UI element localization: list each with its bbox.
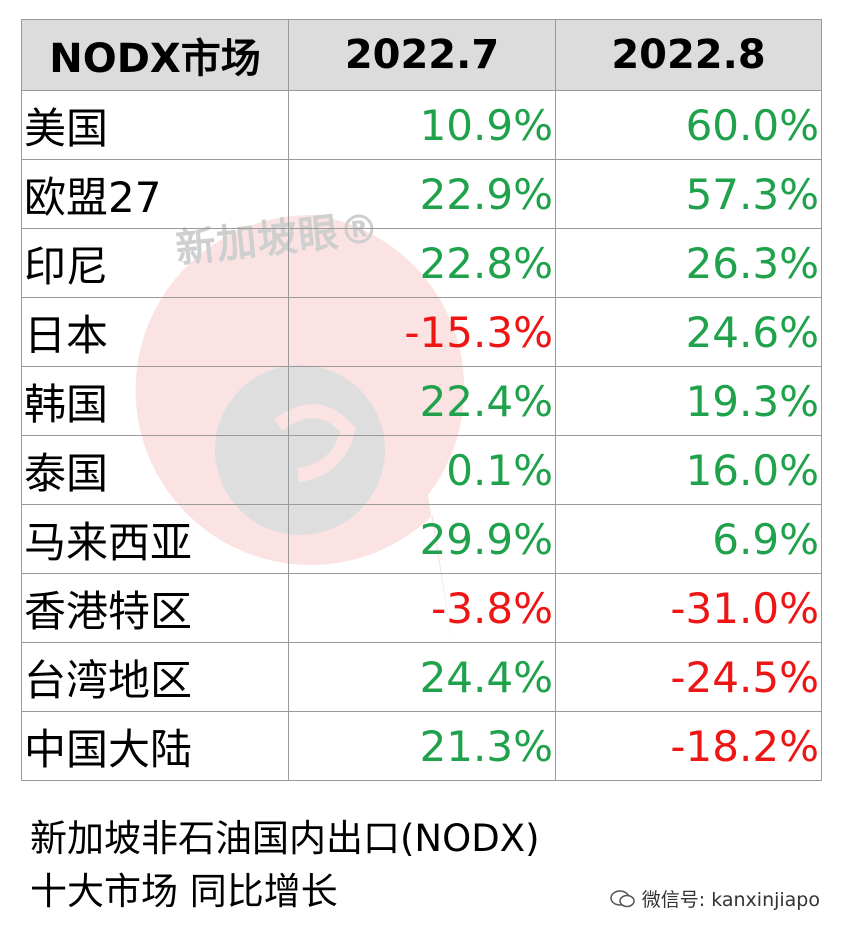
table-row: 印尼 22.8% 26.3% [21,228,822,298]
caption-line-2: 十大市场 同比增长 [30,870,338,913]
market-name: 韩国 [21,366,289,436]
value-jul: 21.3% [288,711,556,781]
footer-wechat: 微信号: kanxinjiapo [610,885,820,912]
value-aug: 57.3% [555,159,822,229]
wechat-icon [610,889,635,907]
table-row: 欧盟27 22.9% 57.3% [21,159,822,229]
table-row: 韩国 22.4% 19.3% [21,366,822,436]
market-name: 香港特区 [21,573,289,643]
footer-text: 微信号: kanxinjiapo [641,889,820,911]
market-name: 中国大陆 [21,711,289,781]
value-jul: -3.8% [288,573,556,643]
market-name: 泰国 [21,435,289,505]
market-name: 日本 [21,297,289,367]
table-row: 日本 -15.3% 24.6% [21,297,822,367]
value-aug: -24.5% [555,642,822,712]
value-jul: 0.1% [288,435,556,505]
market-name: 印尼 [21,228,289,298]
table-row: 美国 10.9% 60.0% [21,90,822,160]
value-jul: 10.9% [288,90,556,160]
value-jul: 22.9% [288,159,556,229]
table-row: 泰国 0.1% 16.0% [21,435,822,505]
table-header-row: NODX市场 2022.7 2022.8 [21,19,822,91]
market-name: 台湾地区 [21,642,289,712]
table-row: 中国大陆 21.3% -18.2% [21,711,822,781]
value-jul: 22.4% [288,366,556,436]
nodx-table: NODX市场 2022.7 2022.8 美国 10.9% 60.0% 欧盟27 22.… [21,19,822,781]
market-name: 美国 [21,90,289,160]
table-row: 香港特区 -3.8% -31.0% [21,573,822,643]
value-jul: 22.8% [288,228,556,298]
value-aug: 16.0% [555,435,822,505]
table-row: 台湾地区 24.4% -24.5% [21,642,822,712]
value-aug: -31.0% [555,573,822,643]
value-jul: -15.3% [288,297,556,367]
table-row: 马来西亚 29.9% 6.9% [21,504,822,574]
value-aug: 19.3% [555,366,822,436]
value-aug: 6.9% [555,504,822,574]
value-jul: 29.9% [288,504,556,574]
header-aug: 2022.8 [555,19,822,91]
caption-line-1: 新加坡非石油国内出口(NODX) [30,817,540,860]
header-jul: 2022.7 [288,19,556,91]
market-name: 马来西亚 [21,504,289,574]
value-aug: 26.3% [555,228,822,298]
value-aug: 24.6% [555,297,822,367]
value-aug: 60.0% [555,90,822,160]
value-aug: -18.2% [555,711,822,781]
market-name: 欧盟27 [21,159,289,229]
value-jul: 24.4% [288,642,556,712]
caption: 新加坡非石油国内出口(NODX) 十大市场 同比增长 [30,812,540,918]
header-market: NODX市场 [21,19,289,91]
